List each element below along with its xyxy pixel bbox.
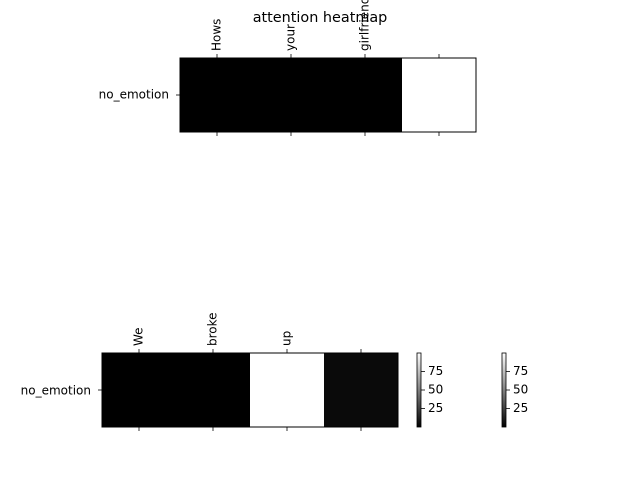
heatmap-2-column-label: We xyxy=(132,327,146,346)
colorbar-2: 75 50 25 xyxy=(501,352,528,428)
heatmap-2: no_emotion We broke up xyxy=(21,312,399,431)
colorbar-1-tick-label: 75 xyxy=(428,364,443,378)
heatmap-1-column-label: your xyxy=(284,24,298,51)
heatmap-2-column-label: up xyxy=(280,331,294,346)
colorbar-2-gradient xyxy=(501,352,507,428)
heatmap-1-cell xyxy=(180,58,255,132)
colorbar-1-tick-label: 25 xyxy=(428,401,443,415)
heatmap-2-column-label: broke xyxy=(206,312,220,346)
heatmap-1-column-label: Hows xyxy=(210,19,224,51)
colorbar-1-tick-label: 50 xyxy=(428,383,443,397)
heatmap-2-cell xyxy=(102,353,177,427)
heatmap-2-cell xyxy=(324,353,399,427)
heatmap-2-cell xyxy=(250,353,325,427)
figure-title: attention heatmap xyxy=(253,10,388,26)
heatmap-1-column-label: girlfriend xyxy=(358,0,372,51)
colorbar-2-tick-label: 75 xyxy=(513,364,528,378)
heatmap-1-cell xyxy=(254,58,329,132)
heatmap-1-cell xyxy=(402,58,477,132)
heatmap-2-row-label: no_emotion xyxy=(21,384,91,398)
colorbar-1-gradient xyxy=(416,352,422,428)
heatmap-1-cell xyxy=(328,58,403,132)
colorbar-1: 75 50 25 xyxy=(416,352,443,428)
colorbar-2-tick-label: 25 xyxy=(513,401,528,415)
heatmap-2-cell xyxy=(176,353,251,427)
heatmap-1: no_emotion Hows your girlfriend xyxy=(99,0,477,136)
heatmap-1-row-label: no_emotion xyxy=(99,88,169,102)
colorbar-2-tick-label: 50 xyxy=(513,383,528,397)
